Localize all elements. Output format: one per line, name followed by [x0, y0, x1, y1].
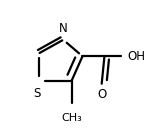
Text: CH₃: CH₃	[61, 113, 82, 122]
Text: S: S	[34, 87, 41, 100]
Text: O: O	[98, 88, 107, 101]
Text: N: N	[59, 22, 68, 35]
Text: OH: OH	[127, 50, 145, 63]
